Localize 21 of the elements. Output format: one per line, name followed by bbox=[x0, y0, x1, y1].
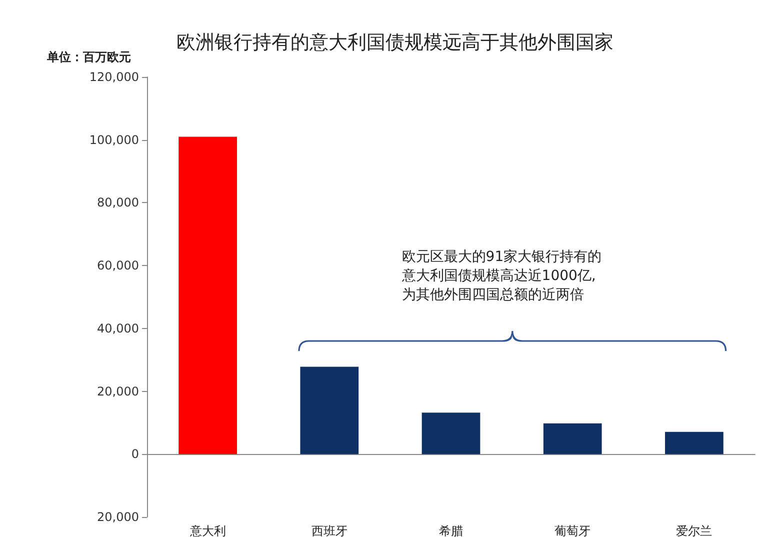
bar bbox=[178, 136, 237, 454]
x-tick-label: 意大利 bbox=[188, 524, 226, 537]
y-tick-label: 20,000 bbox=[97, 510, 139, 524]
bar bbox=[300, 366, 359, 454]
x-tick-label: 希腊 bbox=[439, 524, 463, 537]
chart-title: 欧洲银行持有的意大利国债规模远高于其他外围国家 bbox=[176, 32, 614, 54]
x-tick-label: 葡萄牙 bbox=[554, 524, 591, 537]
y-tick-label: 80,000 bbox=[97, 196, 139, 210]
bar bbox=[422, 412, 480, 454]
annotation: 欧元区最大的91家大银行持有的意大利国债规模高达近1000亿,为其他外围四国总额的近两倍 bbox=[400, 249, 602, 304]
x-tick-label: 爱尔兰 bbox=[676, 524, 712, 537]
y-tick-label: 120,000 bbox=[89, 70, 139, 84]
y-tick-label: 100,000 bbox=[89, 132, 139, 147]
y-tick-label: 20,000 bbox=[97, 384, 139, 398]
bar bbox=[543, 423, 602, 454]
bar bbox=[665, 432, 724, 454]
y-tick-label: 60,000 bbox=[97, 258, 139, 273]
y-axis-title: 单位：百万欧元 bbox=[46, 50, 131, 64]
x-tick-label: 西班牙 bbox=[311, 524, 348, 537]
y-tick-label: 0 bbox=[131, 447, 139, 462]
y-tick-label: 40,000 bbox=[97, 321, 139, 336]
